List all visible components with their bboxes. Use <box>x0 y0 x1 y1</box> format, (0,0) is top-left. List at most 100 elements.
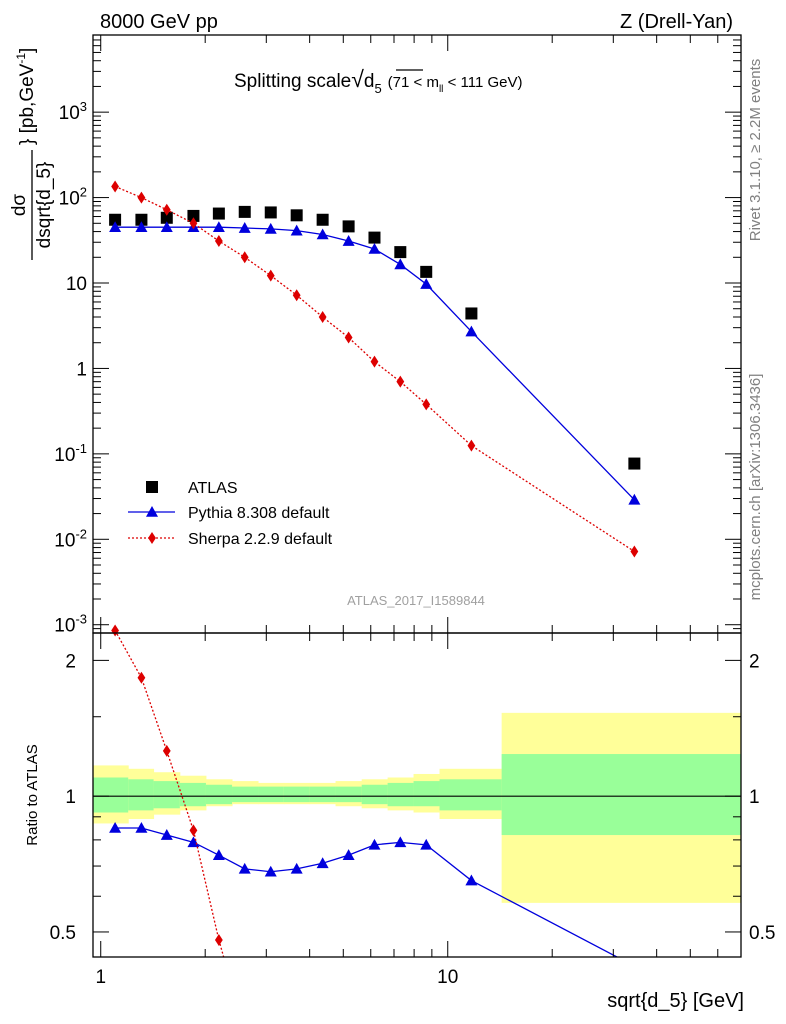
main-ytick-label: 10 <box>66 274 87 295</box>
legend-label-2: Sherpa 2.2.9 default <box>188 531 333 548</box>
main-point-0-11 <box>394 246 407 259</box>
plot-title-d: d <box>364 71 375 92</box>
main-point-0-6 <box>264 206 277 219</box>
band-inner <box>153 781 181 809</box>
band-inner <box>205 784 233 805</box>
y-axis-label-main: dσ dsqrt{d_5} } [pb,GeV-1] <box>9 48 55 260</box>
main-point-2-13 <box>467 439 476 452</box>
band-inner <box>232 786 259 803</box>
main-point-0-3 <box>187 209 200 222</box>
main-point-1-2 <box>160 221 173 233</box>
ratio-frame <box>92 632 742 958</box>
main-point-0-5 <box>238 205 251 218</box>
main-point-1-1 <box>135 221 148 233</box>
plot-title-sub: (71 < m <box>388 74 439 91</box>
ratio-ytick-label-l: 1 <box>65 787 76 808</box>
ratio-ytick-label-l: 2 <box>65 651 76 672</box>
ratio-panel: 0.5 0.5 1 1 2 2 1 10 <box>50 624 775 988</box>
ylabel-unit-exp: -1 <box>14 53 28 64</box>
main-point-2-7 <box>292 289 301 302</box>
ratio-point-0-2 <box>160 829 173 840</box>
band-inner <box>335 786 363 803</box>
main-point-0-1 <box>135 213 148 226</box>
band-inner <box>501 754 742 836</box>
ratio-series-line-1 <box>115 633 225 957</box>
main-ytick-label: 10-3 <box>54 612 87 637</box>
ratio-xtick-label: 10 <box>437 967 458 988</box>
ratio-point-0-11 <box>394 836 407 848</box>
main-point-2-10 <box>370 355 379 368</box>
main-panel: ATLAS Pythia 8.308 default Sherpa 2.2.9 de… <box>54 34 742 637</box>
ratio-point-0-9 <box>342 849 355 860</box>
main-point-1-13 <box>465 325 478 337</box>
main-point-2-11 <box>396 375 405 388</box>
main-point-2-0 <box>111 180 119 193</box>
ratio-point-1-1 <box>137 671 146 684</box>
ratio-point-1-2 <box>162 744 171 757</box>
plot-title-sqrt: √ <box>351 66 364 92</box>
legend-marker-0 <box>146 481 158 493</box>
ratio-point-0-1 <box>135 822 148 833</box>
main-point-1-9 <box>342 235 355 246</box>
ratio-point-0-7 <box>290 862 303 874</box>
ratio-point-0-8 <box>316 857 329 869</box>
ratio-point-0-13 <box>465 874 478 886</box>
main-point-0-0 <box>109 213 122 226</box>
band-inner <box>283 786 311 803</box>
main-point-2-3 <box>189 217 198 230</box>
ylabel-numerator: dσ <box>9 194 30 217</box>
labels: 8000 GeV pp Z (Drell-Yan) Splitting scal… <box>9 11 764 1012</box>
mcplots-label: mcplots.cern.ch [arXiv:1306.3436] <box>747 374 764 601</box>
main-point-2-5 <box>240 251 249 264</box>
main-point-1-4 <box>212 221 225 233</box>
main-point-0-9 <box>342 220 355 233</box>
main-ytick-label: 103 <box>59 99 87 124</box>
main-point-1-11 <box>394 258 407 270</box>
main-point-2-8 <box>318 311 327 324</box>
main-point-2-9 <box>344 331 353 344</box>
main-point-0-8 <box>316 213 329 226</box>
rivet-label: Rivet 3.1.10, ≥ 2.2M events <box>747 59 764 242</box>
ratio-point-0-5 <box>238 862 251 874</box>
band-inner <box>309 786 337 803</box>
main-ytick-label: 10-1 <box>54 441 87 466</box>
band-inner <box>361 784 389 805</box>
x-axis-label: sqrt{d_5} [GeV] <box>607 990 744 1012</box>
main-point-1-8 <box>316 228 329 240</box>
band-inner <box>258 786 285 803</box>
main-ytick-label: 102 <box>59 185 87 210</box>
main-point-2-12 <box>422 398 431 411</box>
main-point-0-7 <box>290 209 303 222</box>
ratio-ytick-label-r: 1 <box>749 787 760 808</box>
main-ytick-label: 1 <box>76 359 87 380</box>
main-point-1-12 <box>420 278 433 289</box>
band-inner <box>387 782 415 807</box>
band-inner <box>179 782 207 807</box>
main-point-1-10 <box>368 243 381 254</box>
band-inner <box>439 779 503 811</box>
legend-label-1: Pythia 8.308 default <box>188 505 330 522</box>
main-point-1-5 <box>238 222 251 233</box>
watermark: ATLAS_2017_I1589844 <box>347 593 485 608</box>
main-point-1-7 <box>290 224 303 236</box>
plot-title-sub2: < 111 GeV) <box>443 74 522 91</box>
main-point-1-6 <box>264 222 277 234</box>
header-left: 8000 GeV pp <box>100 11 218 33</box>
ratio-point-0-6 <box>264 865 277 877</box>
plot-title-main: Splitting scale <box>234 71 351 92</box>
main-ytick-label: 10-2 <box>54 526 87 551</box>
main-point-0-14 <box>628 457 641 470</box>
ratio-point-0-12 <box>420 838 433 850</box>
band-inner <box>413 781 441 807</box>
header-right: Z (Drell-Yan) <box>620 11 733 33</box>
ratio-point-0-10 <box>368 838 381 850</box>
band-inner <box>128 779 155 811</box>
legend-label-0: ATLAS <box>188 480 238 497</box>
main-point-1-14 <box>628 493 641 505</box>
band-inner <box>93 777 129 813</box>
main-point-2-2 <box>162 203 171 216</box>
legend-marker-1 <box>146 506 158 517</box>
ylabel-denominator: dsqrt{d_5} <box>34 162 55 249</box>
plot-title: Splitting scale√d5 (71 < mll < 111 GeV) <box>234 66 522 96</box>
